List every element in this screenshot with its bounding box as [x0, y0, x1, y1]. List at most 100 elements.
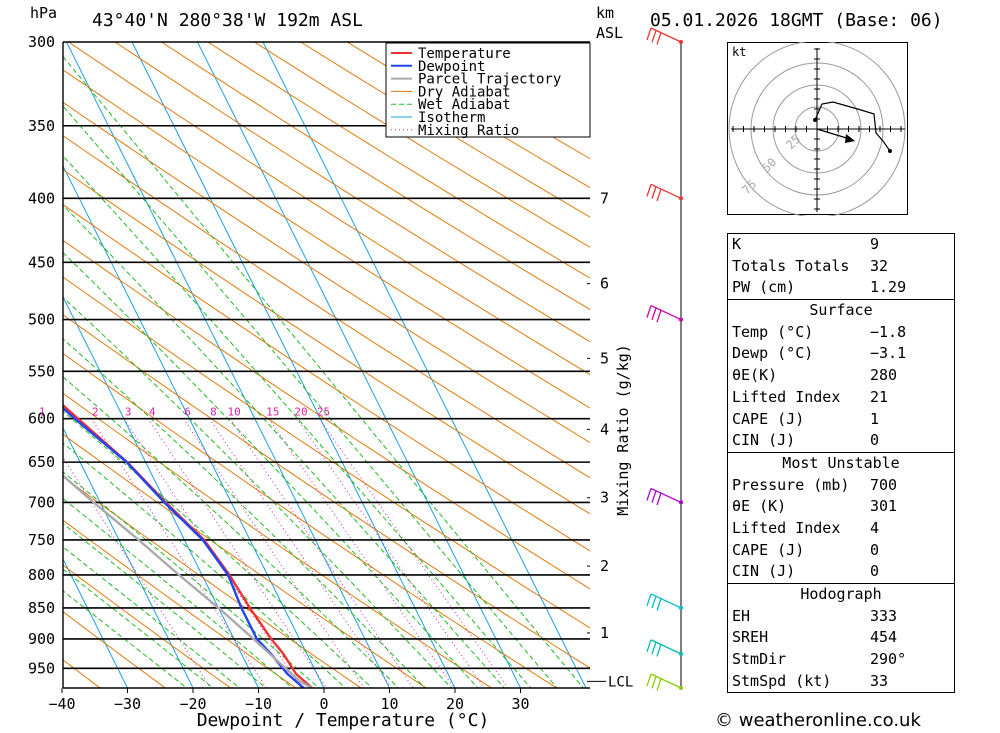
isotherm-line: [131, 42, 456, 688]
wet-adiabat-line: [63, 204, 505, 688]
wind-barb-feather: [646, 673, 652, 687]
table-label: Pressure (mb): [732, 475, 850, 494]
wet-adiabat-line: [63, 410, 373, 688]
wind-barb-staff: [650, 639, 682, 655]
mixing-ratio-line: [229, 418, 414, 688]
table-label: CAPE (J): [732, 540, 805, 559]
copyright[interactable]: © weatheronline.co.uk: [715, 710, 921, 731]
legend-box: [385, 42, 591, 138]
mixing-ratio-label: 4: [149, 406, 156, 419]
wind-barb: [646, 639, 683, 657]
hodograph-trace: [814, 101, 891, 152]
x-tick-label: 10: [380, 695, 398, 713]
wind-barb-feather: [646, 27, 652, 41]
pressure-lines: [63, 41, 590, 670]
dry-adiabat-line: [114, 42, 590, 343]
dry-adiabat-line: [254, 42, 590, 248]
wind-barb-staff: [650, 183, 682, 199]
profile-series: [63, 403, 313, 688]
mixing-ratio-label: 2: [92, 406, 99, 419]
wind-barb-feather: [656, 492, 662, 506]
wind-barb-feather: [656, 309, 662, 323]
surface-row: θE(K) 280: [728, 365, 954, 387]
wind-barb-feather: [651, 595, 657, 609]
pressure-label: 350: [28, 117, 55, 135]
x-tick-label: −30: [114, 695, 141, 713]
legend-entry: Temperature: [418, 46, 511, 62]
surface-row: Lifted Index 21: [728, 387, 954, 409]
surface-row: Temp (°C) −1.8: [728, 322, 954, 344]
most-unstable-title: Most Unstable: [782, 453, 900, 472]
wind-barb-feather: [646, 305, 652, 318]
wet-adiabat-line: [63, 568, 214, 688]
mixing-ratio-label: 3: [125, 406, 132, 419]
mixing-ratio-line: [183, 418, 365, 688]
surface-row: CIN (J) 0: [728, 430, 954, 452]
table-value: 0: [870, 540, 880, 559]
wet-adiabat-line: [63, 55, 584, 688]
table-value: 1.29: [870, 278, 907, 297]
skewt-diagram: 1 2 3 4 6 8 10 15 20 2530035040045050055060065070…: [28, 27, 683, 731]
table-label: θE (K): [732, 497, 787, 516]
mixing-ratio-line: [209, 418, 392, 688]
table-value: 454: [870, 628, 898, 647]
table-value: 301: [870, 497, 898, 516]
index-row-totals: Totals Totals 32: [728, 256, 954, 278]
dry-adiabat-line: [63, 314, 590, 669]
wind-barb-feather: [656, 188, 662, 202]
surface-section: Surface Temp (°C) −1.8 Dewp (°C) −3.1 θE(K…: [728, 299, 954, 452]
hodo-row: StmSpd (kt) 33: [728, 671, 954, 693]
hodograph-end-dot: [888, 149, 892, 153]
dry-adiabat-line: [439, 42, 590, 131]
mixing-ratio-label: 25: [317, 406, 330, 419]
wind-barb-feather: [651, 30, 657, 43]
table-label: SREH: [732, 628, 769, 647]
wind-barb-feather: [646, 184, 652, 197]
km-tick-label: 5: [600, 349, 609, 367]
x-tick-label: 20: [446, 695, 464, 713]
table-label: EH: [732, 606, 751, 625]
legend-entry: Mixing Ratio: [418, 123, 519, 139]
dry-adiabat-line: [63, 135, 590, 479]
x-axis-label: Dewpoint / Temperature (°C): [197, 710, 490, 731]
dry-adiabat-line: [63, 392, 493, 688]
dry-adiabat-line: [63, 276, 590, 629]
wind-barb-feather: [656, 678, 662, 691]
series-dewpoint: [63, 406, 305, 688]
table-label: θE(K): [732, 366, 778, 385]
km-unit-label: km: [596, 4, 615, 22]
dry-adiabat-line: [63, 169, 590, 515]
wind-barb-staff: [650, 27, 682, 43]
km-tick-label: 2: [600, 557, 609, 575]
legend-entry: Dewpoint: [418, 59, 485, 75]
wind-barb: [646, 487, 683, 506]
pressure-label: 500: [28, 311, 55, 329]
most-unstable-section: Most Unstable Pressure (mb) 700 θE (K) 301…: [728, 451, 954, 583]
storm-motion-arrow: [845, 134, 855, 143]
series-parcel-trajectory: [63, 474, 313, 688]
dry-adiabat-line: [393, 42, 590, 160]
surface-row: Dewp (°C) −3.1: [728, 343, 954, 365]
mixing-ratio-line: [268, 418, 455, 688]
mixing-ratio-label: 10: [227, 406, 240, 419]
index-row-pw: PW (cm) 1.29: [728, 277, 954, 299]
hodo-row: SREH 454: [728, 627, 954, 649]
wind-barb-feather: [651, 676, 657, 689]
mu-row: θE (K) 301: [728, 496, 954, 518]
hodo-row: EH 333: [728, 606, 954, 628]
wet-adiabat-line: [63, 522, 267, 688]
x-tick-label: −40: [48, 695, 75, 713]
wind-barb-staff: [650, 304, 682, 321]
asl-unit-label: ASL: [596, 24, 624, 42]
table-value: 4: [870, 518, 880, 537]
pressure-label: 800: [28, 566, 55, 584]
table-value: 0: [870, 431, 880, 450]
mu-row: Pressure (mb) 700: [728, 475, 954, 497]
wind-barb-feather: [651, 307, 657, 321]
table-label: CAPE (J): [732, 409, 805, 428]
table-value: −3.1: [870, 344, 907, 363]
table-label: Temp (°C): [732, 322, 814, 341]
datetime-title: 05.01.2026 18GMT (Base: 06): [650, 10, 943, 31]
mu-row: Lifted Index 4: [728, 518, 954, 540]
